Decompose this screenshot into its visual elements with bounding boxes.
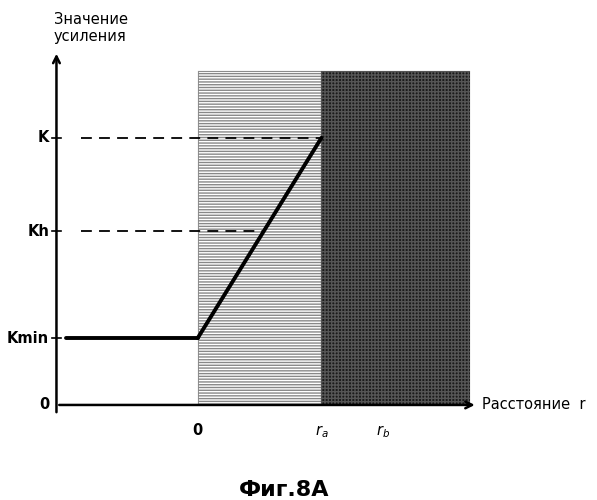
Bar [383,71,470,405]
Bar [322,71,383,405]
Text: K: K [38,130,49,146]
Text: 0: 0 [192,424,203,438]
Text: Значение
усиления: Значение усиления [54,12,128,44]
Text: Расстояние  r: Расстояние r [482,398,586,412]
Bar [322,71,383,405]
Bar [383,71,470,405]
Text: $r_b$: $r_b$ [376,424,390,440]
Text: 0: 0 [39,398,49,412]
Text: Kmin: Kmin [7,330,49,345]
Text: Kh: Kh [27,224,49,239]
Bar [198,71,322,405]
Text: Фиг.8А: Фиг.8А [239,480,330,500]
Bar [198,71,322,405]
Text: $r_a$: $r_a$ [315,424,328,440]
